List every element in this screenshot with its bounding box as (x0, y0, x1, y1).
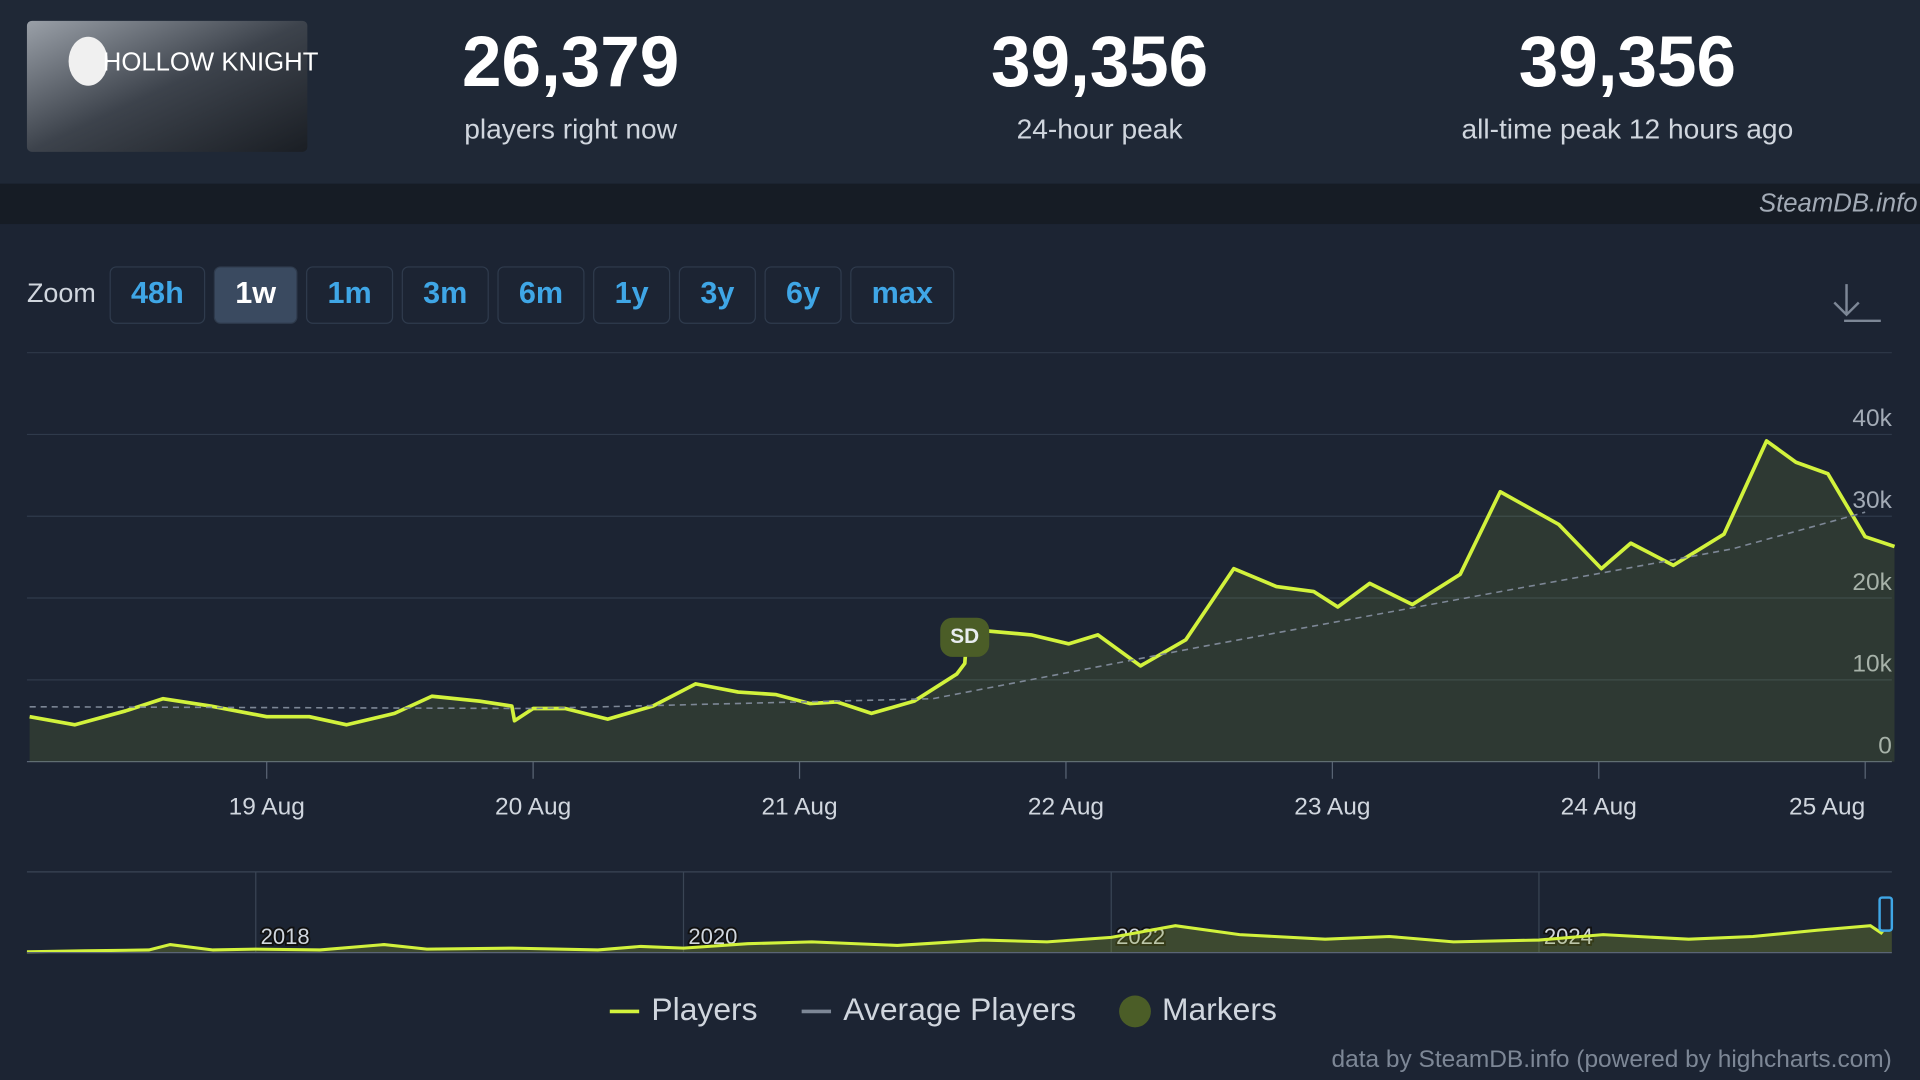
legend-item[interactable]: Markers (1119, 991, 1277, 1028)
legend-symbol (1119, 995, 1151, 1028)
zoom-button-bg (109, 266, 206, 324)
zoom-button[interactable]: 1w (213, 266, 298, 324)
zoom-button-label: 1w (235, 276, 276, 310)
x-tick-label: 19 Aug (229, 794, 305, 821)
legend-item[interactable]: Players (609, 991, 758, 1027)
stat-value: 39,356 (1519, 23, 1736, 102)
zoom-button-bg (497, 266, 585, 324)
x-tick-label: 22 Aug (1028, 794, 1104, 821)
source-strip (0, 183, 1920, 225)
stat-value: 26,379 (462, 23, 679, 102)
zoom-button-label: 6m (519, 276, 563, 310)
y-tick-label: 30k (1852, 487, 1892, 514)
stat-label: 24-hour peak (1017, 113, 1184, 144)
stat-label: all-time peak 12 hours ago (1461, 113, 1793, 144)
marker[interactable] (940, 617, 990, 657)
zoom-button-label: 6y (786, 276, 820, 310)
zoom-button[interactable]: 6y (764, 266, 842, 324)
series-area (29, 440, 1895, 762)
series-line (29, 439, 1896, 727)
footer-credit: data by SteamDB.info (powered by highcha… (1331, 1046, 1891, 1073)
legend-label: Markers (1162, 991, 1277, 1027)
zoom-button[interactable]: 48h (109, 266, 206, 324)
zoom-button[interactable]: 3y (678, 266, 756, 324)
navigator-tick-label: 2018 (261, 924, 310, 949)
y-tick-label: 40k (1852, 405, 1892, 432)
legend-item[interactable]: Average Players (801, 991, 1077, 1027)
logo-knight (68, 36, 108, 86)
zoom-button-bg (306, 266, 394, 324)
zoom-button-bg (850, 266, 955, 324)
navigator-line (26, 918, 1894, 954)
logo-text: HOLLOW KNIGHT (103, 48, 319, 76)
stat-value: 39,356 (991, 23, 1208, 102)
y-tick-label: 0 (1878, 732, 1892, 759)
zoom-button[interactable]: 3m (401, 266, 489, 324)
zoom-button-label: 1m (327, 276, 371, 310)
legend-label: Average Players (843, 991, 1076, 1027)
zoom-button-label: 48h (131, 276, 184, 310)
y-tick-label: 10k (1852, 651, 1892, 678)
x-tick-label: 25 Aug (1789, 794, 1865, 821)
zoom-button-bg (678, 266, 756, 324)
navigator-area (26, 919, 1892, 953)
zoom-button-bg (213, 266, 298, 324)
x-tick-label: 20 Aug (495, 794, 571, 821)
zoom-button[interactable]: 1m (306, 266, 394, 324)
header-bg (0, 0, 1920, 184)
source-label: SteamDB.info (1759, 189, 1918, 217)
zoom-button[interactable]: max (850, 266, 955, 324)
zoom-button-label: 3m (423, 276, 467, 310)
zoom-button-bg (593, 266, 671, 324)
zoom-button-bg (764, 266, 842, 324)
zoom-button-bg (401, 266, 489, 324)
navigator-handle[interactable] (1878, 896, 1894, 932)
stat-label: players right now (464, 113, 678, 144)
x-tick-label: 24 Aug (1561, 794, 1637, 821)
legend-label: Players (651, 991, 757, 1027)
zoom-button-label: 1y (615, 276, 649, 310)
zoom-label: Zoom (27, 278, 96, 308)
download-icon[interactable] (1833, 284, 1881, 323)
y-tick-label: 20k (1852, 569, 1892, 596)
game-logo[interactable] (26, 20, 308, 152)
x-tick-label: 21 Aug (761, 794, 837, 821)
zoom-button[interactable]: 1y (593, 266, 671, 324)
zoom-button-label: max (872, 276, 933, 310)
marker-label: SD (950, 625, 979, 648)
zoom-button-label: 3y (700, 276, 734, 310)
zoom-button[interactable]: 6m (497, 266, 585, 324)
x-tick-label: 23 Aug (1294, 794, 1370, 821)
